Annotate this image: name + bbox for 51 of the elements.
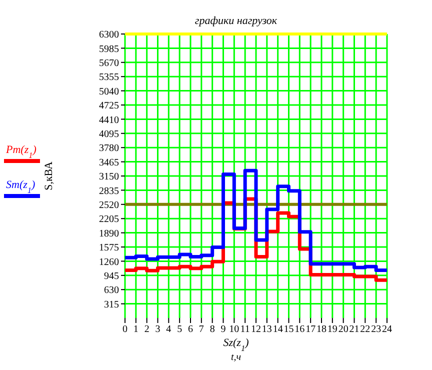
text: Pm(z$_{1}$) <box>5 144 37 160</box>
x-tick-label: 18 <box>316 324 326 336</box>
y-tick-label: 3465 <box>99 157 119 168</box>
y-tick-label: 6300 <box>99 30 119 41</box>
x-tick-label: 10 <box>229 324 240 336</box>
y-tick-label: 945 <box>104 270 119 282</box>
y-axis-title: S,кВА <box>43 162 55 190</box>
x-tick-label: 22 <box>360 324 370 336</box>
y-tick-label: 315 <box>104 299 119 310</box>
y-tick-label: 2520 <box>99 200 119 211</box>
x-tick-label: 1 <box>133 324 138 336</box>
y-tick-label: 5985 <box>99 44 119 55</box>
y-tick-label: 5040 <box>99 86 119 98</box>
x-tick-label: 8 <box>210 324 215 336</box>
y-tick-label: 2205 <box>99 214 119 226</box>
text: Sm(z$_{1}$) <box>6 179 36 194</box>
x-tick-label: 9 <box>220 324 226 336</box>
x-tick-label: 3 <box>155 324 160 336</box>
y-tick-label: 4725 <box>99 100 119 112</box>
x-tick-label: 20 <box>338 324 348 336</box>
x-tick-label: 7 <box>198 324 204 336</box>
y-tick-label: 1890 <box>99 228 119 240</box>
x-tick-label: 12 <box>251 324 261 336</box>
text: t,ч <box>230 352 242 363</box>
x-axis-title: Sz(z$_{1}$) <box>223 337 250 352</box>
y-tick-label: 5670 <box>99 58 119 69</box>
x-tick-label: 5 <box>177 324 182 336</box>
y-tick-label: 3150 <box>99 172 119 183</box>
x-tick-label: 24 <box>382 324 392 336</box>
x-tick-label: 16 <box>294 324 305 336</box>
x-tick-label: 23 <box>371 324 382 336</box>
y-tick-label: 5355 <box>99 72 119 84</box>
x-tick-label: 13 <box>262 324 272 336</box>
y-tick-label: 1260 <box>99 256 119 268</box>
y-tick-label: 3780 <box>99 143 119 154</box>
chart-title: графики нагрузок <box>194 15 278 27</box>
y-tick-label: 4410 <box>99 114 119 126</box>
x-tick-label: 15 <box>284 324 294 336</box>
x-tick-label: 11 <box>240 324 250 336</box>
x-tick-label: 4 <box>166 324 172 336</box>
x-tick-label: 14 <box>272 324 283 336</box>
x-tick-label: 6 <box>188 324 193 336</box>
x-tick-label: 2 <box>144 324 150 336</box>
x-tick-label: 0 <box>122 324 128 336</box>
x-tick-label: 21 <box>349 324 360 336</box>
y-tick-label: 2835 <box>99 186 119 197</box>
y-tick-label: 630 <box>104 285 119 296</box>
y-tick-label: 4095 <box>99 128 119 140</box>
x-tick-label: 17 <box>306 324 316 336</box>
y-tick-label: 1575 <box>99 242 119 254</box>
x-tick-label: 19 <box>327 324 338 336</box>
